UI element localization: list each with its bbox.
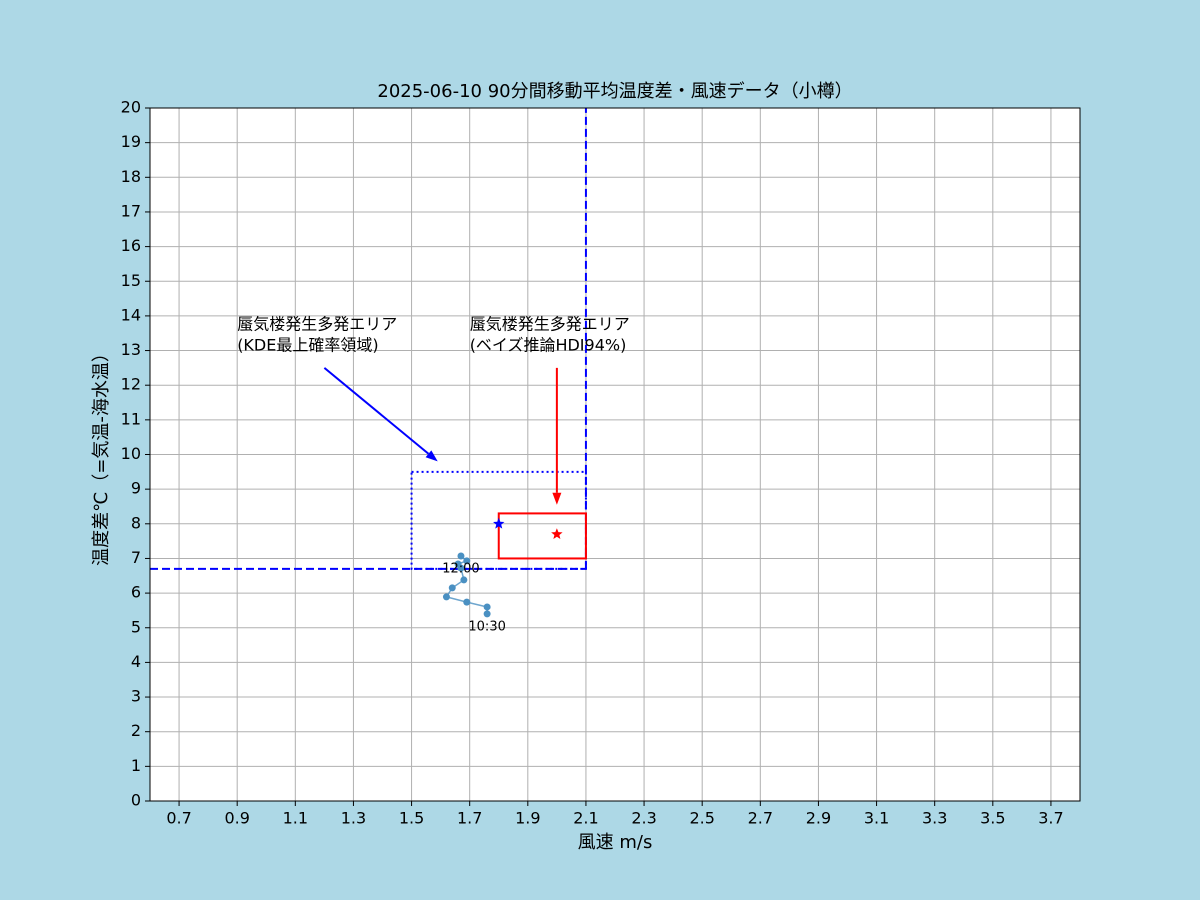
chart-title: 2025-06-10 90分間移動平均温度差・風速データ（小樽） — [377, 81, 852, 102]
plot-frame — [149, 107, 1081, 802]
x-tick-label: 3.7 — [1038, 809, 1063, 828]
y-tick-label: 8 — [131, 513, 141, 532]
y-tick-label: 16 — [121, 236, 141, 255]
y-tick-label: 15 — [121, 271, 141, 290]
y-tick-label: 19 — [121, 132, 141, 151]
point-label: 12:00 — [442, 562, 479, 577]
x-tick-label: 1.9 — [515, 809, 540, 828]
y-tick-label: 6 — [131, 583, 141, 602]
data-point — [460, 576, 468, 584]
annotation-arrowhead — [425, 450, 438, 462]
y-tick-label: 17 — [121, 201, 141, 220]
data-point — [463, 557, 471, 565]
x-tick-label: 2.1 — [573, 809, 598, 828]
annotation-text: 蜃気楼発生多発エリア — [237, 314, 397, 333]
data-point — [483, 610, 491, 618]
x-tick-label: 2.9 — [806, 809, 831, 828]
y-tick-label: 0 — [131, 791, 141, 810]
x-tick-label: 1.3 — [341, 809, 366, 828]
kde-peak-star — [493, 517, 505, 529]
y-tick-label: 10 — [121, 444, 141, 463]
x-axis-label: 風速 m/s — [578, 832, 653, 853]
y-tick-label: 7 — [131, 548, 141, 567]
y-tick-label: 20 — [121, 98, 141, 117]
x-tick-label: 3.1 — [864, 809, 889, 828]
x-tick-label: 0.9 — [224, 809, 249, 828]
x-tick-label: 3.3 — [922, 809, 947, 828]
y-tick-label: 9 — [131, 479, 141, 498]
data-point — [463, 598, 471, 606]
annotation-arrow — [323, 367, 430, 455]
x-tick-label: 0.7 — [166, 809, 191, 828]
annotation-text: (ベイズ推論HDI94%) — [470, 335, 627, 354]
y-tick-label: 4 — [131, 652, 141, 671]
y-tick-label: 5 — [131, 617, 141, 636]
annotation-text: 蜃気楼発生多発エリア — [470, 314, 630, 333]
annotation-arrowhead — [552, 492, 562, 505]
x-tick-label: 1.5 — [399, 809, 424, 828]
y-tick-label: 12 — [121, 375, 141, 394]
data-point — [457, 552, 465, 560]
y-tick-label: 13 — [121, 340, 141, 359]
series-line — [445, 555, 488, 614]
x-tick-label: 2.3 — [631, 809, 656, 828]
x-tick-label: 2.5 — [689, 809, 714, 828]
y-tick-label: 11 — [121, 409, 141, 428]
x-tick-label: 1.7 — [457, 809, 482, 828]
y-axis-label: 温度差℃（=気温-海水温） — [91, 344, 112, 566]
x-tick-label: 3.5 — [980, 809, 1005, 828]
x-tick-label: 1.1 — [283, 809, 308, 828]
x-tick-label: 2.7 — [748, 809, 773, 828]
y-tick-label: 1 — [131, 756, 141, 775]
data-point — [442, 593, 450, 601]
hdi-region — [497, 512, 587, 560]
data-point — [483, 603, 491, 611]
y-tick-label: 18 — [121, 167, 141, 186]
y-tick-label: 3 — [131, 687, 141, 706]
point-label: 10:30 — [468, 619, 505, 634]
y-tick-label: 2 — [131, 721, 141, 740]
annotation-text: (KDE最上確率領域) — [237, 335, 378, 354]
data-point — [448, 584, 456, 592]
y-tick-label: 14 — [121, 305, 141, 324]
hdi-center-star — [551, 528, 563, 540]
data-point — [454, 560, 462, 568]
